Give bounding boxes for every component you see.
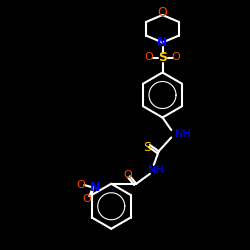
Text: NH: NH (175, 129, 192, 139)
Text: N: N (90, 181, 101, 194)
Text: O: O (76, 180, 85, 190)
Text: S: S (144, 141, 152, 154)
Text: O: O (144, 52, 153, 62)
Text: O: O (82, 194, 91, 204)
Text: S: S (158, 51, 167, 64)
Text: O: O (172, 52, 180, 62)
Text: O: O (158, 6, 168, 20)
Text: NH: NH (148, 165, 164, 175)
Text: N: N (157, 36, 168, 49)
Text: O: O (123, 170, 132, 180)
